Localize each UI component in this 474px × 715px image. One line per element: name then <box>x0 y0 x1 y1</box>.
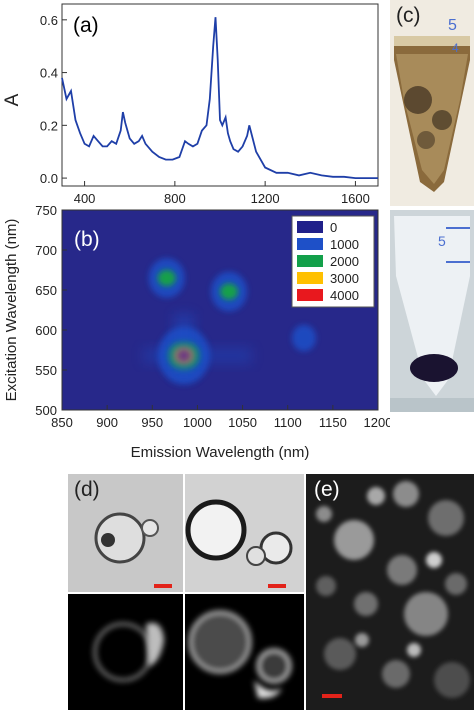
heatmap-peak <box>148 258 185 298</box>
panel-c-vial-photos: 5 4 5 (c) <box>390 0 474 412</box>
absorbance-chart: 400 800 1200 1600 0.0 0.2 0.4 0.6 (a) A <box>2 3 379 206</box>
y-tick-label-a: 0.6 <box>40 13 58 28</box>
x-tick-label-b: 1200 <box>364 415 390 430</box>
y-tick-label-a: 0.0 <box>40 171 58 186</box>
legend-swatch <box>297 289 323 301</box>
legend-swatch <box>297 238 323 250</box>
x-tick-label-b: 850 <box>51 415 73 430</box>
y-tick-label-b: 600 <box>35 323 57 338</box>
x-tick-label-b: 950 <box>141 415 163 430</box>
y-tick-label-b: 550 <box>35 363 57 378</box>
y-axis-label-a: A <box>2 93 23 106</box>
fluorescence-illustration <box>306 474 474 710</box>
panel-e-fluorescence: (e) <box>306 474 474 710</box>
legend-swatch <box>297 255 323 267</box>
panel-label-b: (b) <box>74 228 100 251</box>
legend-label: 4000 <box>330 288 359 303</box>
panel-d-microscopy: (d) <box>68 474 304 710</box>
heatmap-legend: 0 1000 2000 3000 4000 <box>291 215 375 308</box>
y-axis-label-b: Excitation Wavelength (nm) <box>3 219 20 402</box>
ple-heatmap-chart: 850 900 950 1000 1050 1100 1150 1200 500 550 600 65… <box>3 203 390 461</box>
legend-swatch <box>297 272 323 284</box>
panel-label-a: (a) <box>73 14 99 37</box>
y-tick-label-a: 0.4 <box>40 66 58 81</box>
x-tick-label-a: 400 <box>74 191 96 206</box>
x-tick-label-a: 1600 <box>341 191 370 206</box>
y-tick-label-a: 0.2 <box>40 118 58 133</box>
svg-text:4: 4 <box>452 41 459 55</box>
x-tick-label-a: 1200 <box>251 191 280 206</box>
heatmap-peak <box>211 271 248 312</box>
y-tick-label-b: 700 <box>35 243 57 258</box>
vial-photo-illustration: 5 4 5 <box>390 0 474 412</box>
x-tick-label-b: 1100 <box>274 415 302 430</box>
panel-label-d: (d) <box>74 478 100 501</box>
svg-text:5: 5 <box>438 233 446 249</box>
svg-text:5: 5 <box>448 17 457 34</box>
x-tick-label-a: 800 <box>164 191 186 206</box>
legend-label: 0 <box>330 220 337 235</box>
y-tick-label-b: 650 <box>35 283 57 298</box>
x-tick-label-b: 1050 <box>228 415 257 430</box>
panel-label-c: (c) <box>396 4 421 27</box>
panel-label-e: (e) <box>314 478 340 501</box>
legend-label: 2000 <box>330 254 359 269</box>
x-tick-label-b: 1000 <box>183 415 212 430</box>
legend-label: 3000 <box>330 271 359 286</box>
y-tick-label-b: 750 <box>35 203 57 218</box>
heatmap-peak <box>291 324 316 352</box>
legend-swatch <box>297 221 323 233</box>
x-tick-label-b: 1150 <box>319 415 347 430</box>
legend-label: 1000 <box>330 237 359 252</box>
x-tick-label-b: 900 <box>96 415 118 430</box>
x-axis-label-b: Emission Wavelength (nm) <box>131 444 310 461</box>
microscopy-grid-illustration <box>68 474 304 710</box>
absorbance-line <box>61 17 378 179</box>
y-tick-label-b: 500 <box>35 403 57 418</box>
